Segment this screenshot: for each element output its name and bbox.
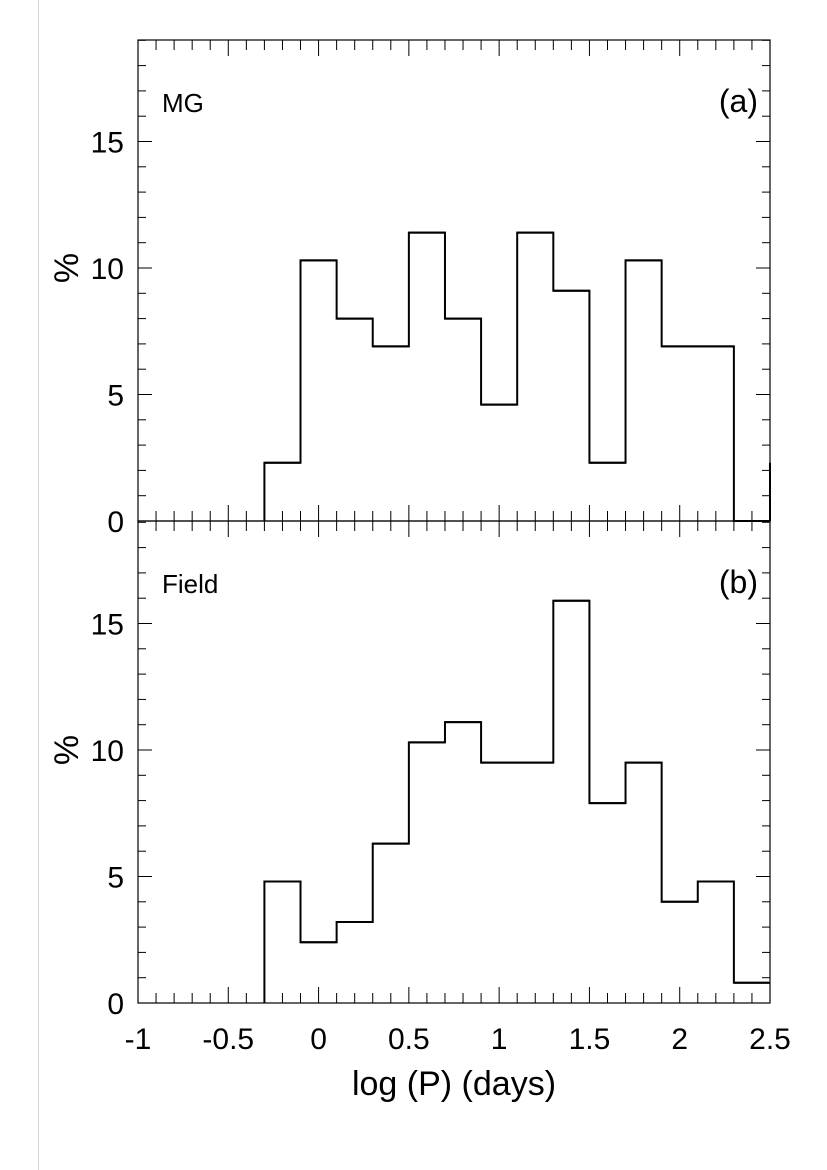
x-tick-label: -1 bbox=[125, 1023, 152, 1056]
x-tick-label: 1.5 bbox=[569, 1023, 611, 1056]
plot-frame bbox=[137, 520, 771, 1004]
y-tick-label: 5 bbox=[107, 380, 124, 413]
x-tick-label: 0 bbox=[310, 1023, 327, 1056]
y-tick-label: 5 bbox=[107, 862, 124, 895]
panel-a: 0 5 10 15% MG (a) bbox=[48, 39, 771, 539]
panel-b: 0 5 10 15% Field (b) -1 -0.5 0 0.5 1 1.5 2 2.5 log (P)… bbox=[48, 520, 791, 1103]
histogram-outline bbox=[263, 599, 770, 1003]
plot-frame bbox=[137, 39, 771, 522]
y-tick-label: 15 bbox=[91, 609, 124, 642]
y-tick-label: 0 bbox=[107, 506, 124, 539]
panel-label: Field bbox=[162, 569, 218, 599]
panel-label: MG bbox=[162, 88, 204, 118]
page-edge-line bbox=[38, 0, 39, 1170]
histogram-outline bbox=[263, 231, 770, 522]
y-tick-label: 10 bbox=[91, 253, 124, 286]
x-axis-label: log (P) (days) bbox=[352, 1065, 556, 1103]
x-tick-label: 1 bbox=[491, 1023, 508, 1056]
y-tick-label: 10 bbox=[91, 735, 124, 768]
y-axis-label: % bbox=[48, 253, 86, 283]
panel-tag: (b) bbox=[719, 564, 758, 600]
y-tick-label: 0 bbox=[107, 988, 124, 1021]
x-tick-label: -0.5 bbox=[202, 1023, 254, 1056]
x-tick-label: 2 bbox=[671, 1023, 688, 1056]
y-axis-label: % bbox=[48, 735, 86, 765]
x-tick-label: 2.5 bbox=[749, 1023, 791, 1056]
x-tick-label: 0.5 bbox=[388, 1023, 430, 1056]
y-tick-label: 15 bbox=[91, 127, 124, 160]
panel-tag: (a) bbox=[719, 83, 758, 119]
